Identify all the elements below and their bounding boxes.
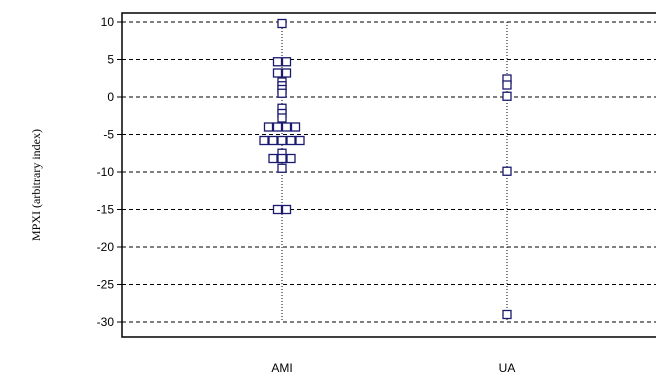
data-point bbox=[272, 204, 283, 215]
data-point bbox=[277, 153, 287, 164]
data-point bbox=[277, 113, 287, 123]
data-point bbox=[277, 88, 287, 98]
data-point bbox=[259, 135, 269, 146]
data-point bbox=[502, 91, 512, 101]
data-point bbox=[272, 57, 283, 67]
y-tick-label: 10 bbox=[101, 15, 115, 29]
y-tick-label: 5 bbox=[107, 53, 114, 67]
category-label-ua: UA bbox=[499, 361, 516, 375]
y-tick-label: -5 bbox=[103, 128, 114, 142]
y-axis-title: MPXI (arbitrary index) bbox=[29, 129, 43, 241]
y-tick-label: -30 bbox=[97, 315, 115, 329]
y-tick-label: -20 bbox=[97, 240, 115, 254]
y-axis-ticks: 10 5 0 -5 -10 -15 -20 -25 -30 bbox=[97, 15, 122, 329]
y-tick-label: -10 bbox=[97, 165, 115, 179]
plot-frame bbox=[121, 12, 656, 338]
data-point bbox=[268, 153, 278, 164]
y-tick-label: -25 bbox=[97, 278, 115, 292]
data-point bbox=[502, 166, 512, 176]
data-point bbox=[281, 122, 292, 132]
data-point bbox=[281, 57, 292, 67]
y-tick-label: -15 bbox=[97, 203, 115, 217]
category-label-ami: AMI bbox=[271, 361, 292, 375]
data-point bbox=[502, 309, 512, 320]
data-point bbox=[286, 135, 296, 146]
y-tick-label: 0 bbox=[107, 90, 114, 104]
data-point bbox=[263, 122, 274, 132]
data-point bbox=[286, 153, 296, 164]
data-point bbox=[295, 135, 305, 146]
x-axis-category-labels: AMI UA bbox=[271, 361, 515, 375]
data-point bbox=[502, 80, 512, 90]
data-point bbox=[281, 204, 292, 215]
data-point bbox=[268, 135, 278, 146]
data-point bbox=[272, 122, 283, 132]
grid-layer bbox=[122, 21, 656, 323]
data-points bbox=[259, 18, 512, 320]
data-point bbox=[277, 135, 287, 146]
data-point bbox=[277, 163, 287, 173]
data-point bbox=[281, 68, 292, 78]
data-point bbox=[272, 68, 283, 78]
data-point bbox=[277, 18, 287, 29]
data-point bbox=[290, 122, 301, 132]
